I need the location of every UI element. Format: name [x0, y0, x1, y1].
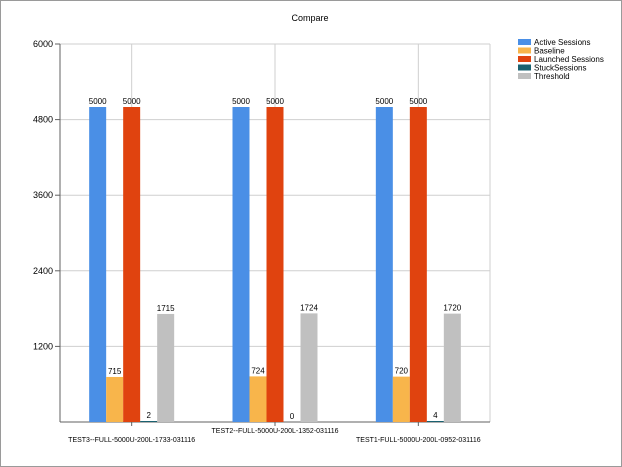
bar: [123, 107, 141, 422]
bar: [375, 107, 393, 422]
bar-value-label: 5000: [266, 97, 284, 106]
legend-swatch: [518, 47, 531, 54]
data-labels: 5000 715 5000 2 1715 5000 724 5000 0 1724 5000 720 5…: [89, 97, 462, 421]
bar: [157, 313, 175, 422]
y-tick-label: 6000: [33, 39, 53, 49]
x-category-label: TEST3--FULL-5000U-200L-1733-031116: [68, 437, 195, 444]
bar-value-label: 1720: [443, 304, 461, 313]
bar-value-label: 5000: [89, 97, 107, 106]
legend-label: Threshold: [534, 72, 570, 81]
bar-value-label: 5000: [375, 97, 393, 106]
legend-label: Baseline: [534, 47, 565, 56]
legend-swatch: [518, 39, 531, 45]
bar: [300, 313, 318, 422]
y-tick-label: 4800: [33, 115, 53, 125]
bar: [266, 107, 284, 422]
bar: [232, 107, 250, 422]
bar: [249, 376, 267, 422]
bar-value-label: 4: [433, 411, 438, 420]
bars: [89, 107, 461, 422]
bar: [106, 376, 124, 422]
bar-value-label: 715: [108, 367, 122, 376]
bar-value-label: 724: [251, 366, 265, 375]
bar-value-label: 720: [395, 367, 409, 376]
y-tick-label: 2400: [33, 266, 53, 276]
bar: [89, 107, 107, 422]
bar: [409, 107, 427, 422]
bar-value-label: 1724: [300, 303, 318, 312]
x-category-label: TEST2--FULL-5000U-200L-1352-031116: [212, 428, 339, 435]
y-tick-label: 3600: [33, 190, 53, 200]
legend-label: Launched Sessions: [534, 55, 604, 64]
bar: [426, 421, 444, 422]
bar-value-label: 2: [146, 411, 151, 420]
legend-label: Active Sessions: [534, 38, 590, 47]
bar: [443, 313, 461, 422]
bar-value-label: 5000: [123, 97, 141, 106]
bar: [392, 376, 410, 422]
bar-value-label: 5000: [409, 97, 427, 106]
bar-value-label: 0: [290, 412, 295, 421]
legend-swatch: [518, 64, 531, 71]
bar: [140, 421, 158, 422]
legend-swatch: [518, 56, 531, 62]
bar-value-label: 1715: [157, 304, 175, 313]
x-category-label: TEST1-FULL-5000U-200L-0952-031116: [356, 437, 481, 444]
legend-label: StuckSessions: [534, 64, 586, 73]
bar-value-label: 5000: [232, 97, 250, 106]
legend-swatch: [518, 73, 531, 79]
y-tick-label: 1200: [33, 341, 53, 351]
chart-title: Compare: [291, 13, 328, 23]
